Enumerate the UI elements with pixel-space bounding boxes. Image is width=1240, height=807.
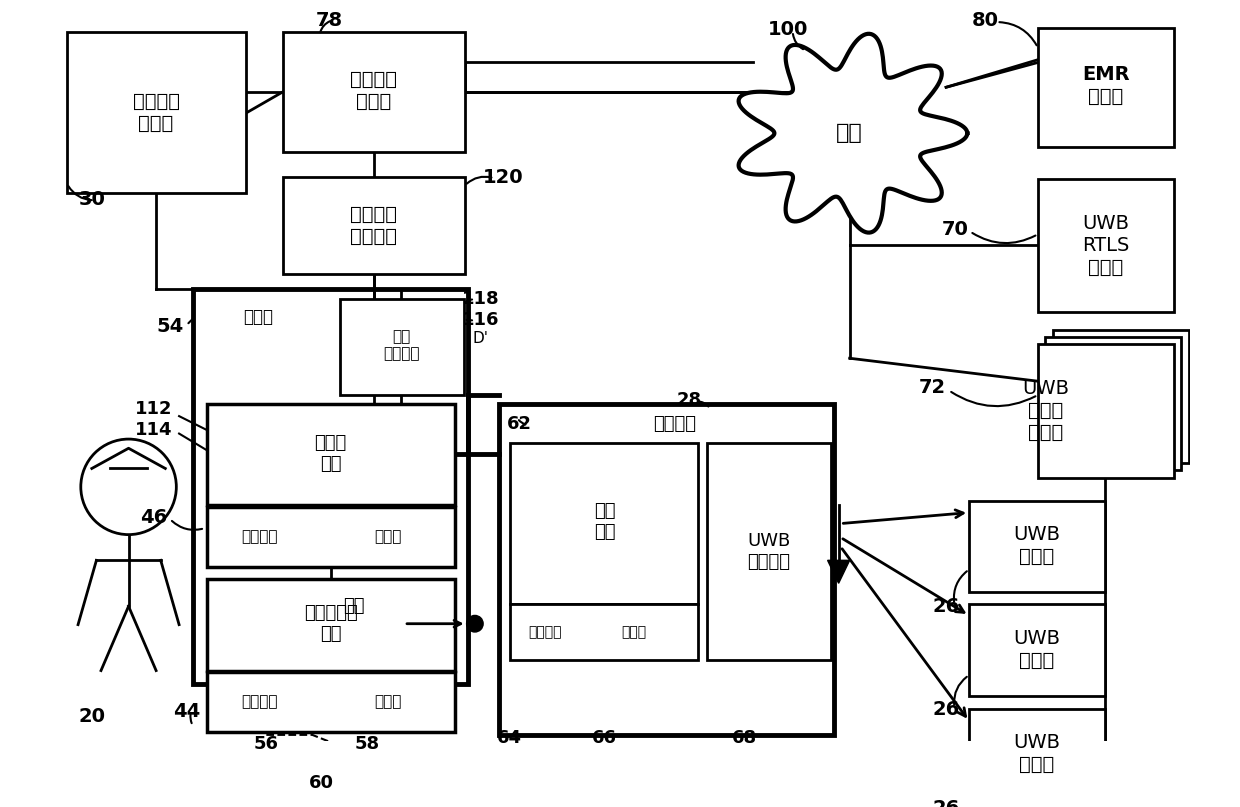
Text: 114: 114 <box>135 421 172 439</box>
Text: 语音: 语音 <box>343 597 365 615</box>
Bar <box>968 500 1105 592</box>
Text: 118: 118 <box>461 290 500 307</box>
Bar <box>340 299 464 395</box>
Text: 44: 44 <box>172 702 200 721</box>
Bar <box>207 579 455 671</box>
Text: 护士呼叫
服务器: 护士呼叫 服务器 <box>351 69 397 111</box>
Text: 音频站: 音频站 <box>243 308 273 326</box>
Text: UWB
RTLS
服务器: UWB RTLS 服务器 <box>1083 214 1130 277</box>
Text: 网络: 网络 <box>836 123 863 143</box>
Text: 70: 70 <box>942 220 968 239</box>
Bar <box>193 290 469 684</box>
Text: 28: 28 <box>676 391 702 408</box>
Bar <box>1038 179 1174 312</box>
Text: 66: 66 <box>591 729 616 746</box>
Text: 100: 100 <box>768 20 808 39</box>
Text: UWB
集线器
计算机: UWB 集线器 计算机 <box>1022 379 1069 442</box>
Text: 62: 62 <box>506 416 532 433</box>
Text: 56: 56 <box>254 735 279 753</box>
Text: 54: 54 <box>156 316 184 336</box>
Text: 78: 78 <box>316 10 343 30</box>
Text: UWB
通信电路: UWB 通信电路 <box>748 532 790 571</box>
Text: 60: 60 <box>309 774 334 792</box>
Text: UWB
收发器: UWB 收发器 <box>1013 525 1060 567</box>
Text: 64: 64 <box>497 729 522 746</box>
Text: 存储器: 存储器 <box>374 694 402 709</box>
Bar <box>283 32 465 152</box>
Text: 120: 120 <box>484 168 523 186</box>
Text: 20: 20 <box>78 707 105 726</box>
Text: 微处理器: 微处理器 <box>528 625 562 639</box>
Bar <box>510 443 698 604</box>
Text: D': D' <box>472 331 489 345</box>
Text: 护士呼叫
基础设施: 护士呼叫 基础设施 <box>351 204 397 245</box>
Bar <box>283 178 465 274</box>
Polygon shape <box>827 560 849 583</box>
Text: 标签
电路: 标签 电路 <box>594 502 615 541</box>
Text: 72: 72 <box>919 378 946 397</box>
Bar <box>510 604 698 660</box>
Bar <box>1038 345 1174 478</box>
Bar <box>707 443 831 660</box>
Text: 26: 26 <box>932 596 960 616</box>
Text: 存储器: 存储器 <box>374 529 402 544</box>
Text: 80: 80 <box>972 10 999 30</box>
Bar <box>67 32 246 193</box>
Bar <box>207 672 455 732</box>
Bar <box>1053 330 1189 463</box>
Bar <box>207 507 455 567</box>
Polygon shape <box>739 34 967 232</box>
Text: 定位标签: 定位标签 <box>653 416 697 433</box>
Bar <box>968 604 1105 696</box>
Bar <box>968 709 1105 801</box>
Text: 112: 112 <box>135 399 172 418</box>
Text: 微处理器: 微处理器 <box>242 694 278 709</box>
Text: 语音到文本
模块: 语音到文本 模块 <box>304 604 357 643</box>
Bar <box>1045 337 1182 470</box>
Circle shape <box>466 616 484 632</box>
Bar <box>498 404 835 735</box>
Text: 30: 30 <box>78 190 105 209</box>
Text: 主护士站
计算机: 主护士站 计算机 <box>133 91 180 132</box>
Bar <box>207 404 455 505</box>
Text: 微处理器: 微处理器 <box>242 529 278 544</box>
Text: 58: 58 <box>355 735 379 753</box>
Bar <box>1038 27 1174 147</box>
Text: 存储器: 存储器 <box>621 625 646 639</box>
Text: EMR
服务器: EMR 服务器 <box>1083 65 1130 106</box>
Text: 26: 26 <box>932 700 960 719</box>
Text: 68: 68 <box>732 729 756 746</box>
Text: UWB
收发器: UWB 收发器 <box>1013 629 1060 670</box>
Text: 116: 116 <box>461 311 500 328</box>
Text: 46: 46 <box>140 508 167 527</box>
Text: 音频站
电路: 音频站 电路 <box>315 434 347 473</box>
Text: 有线
通信电路: 有线 通信电路 <box>383 329 419 362</box>
Text: 26: 26 <box>932 799 960 807</box>
Text: UWB
收发器: UWB 收发器 <box>1013 733 1060 774</box>
